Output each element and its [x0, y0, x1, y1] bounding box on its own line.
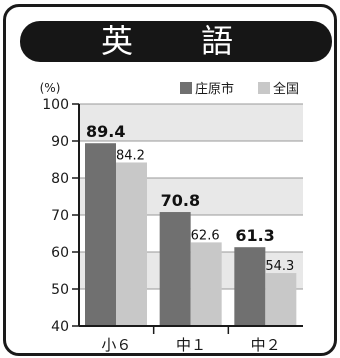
y-tick-label: 90	[51, 134, 69, 150]
data-label: 54.3	[265, 259, 294, 274]
data-label: 89.4	[86, 122, 125, 141]
x-tick-label: 中１	[176, 336, 206, 354]
data-label: 62.6	[191, 228, 220, 243]
data-label: 70.8	[161, 191, 200, 210]
legend-swatch	[180, 82, 192, 94]
labels: 40 50 60 70 80 90 100 (%) 89.4 84.2 小６ 70.8 62.6 中１ 61…	[40, 81, 299, 354]
data-label: 61.3	[235, 226, 274, 245]
legend: 庄原市 全国	[180, 81, 299, 97]
bar	[190, 242, 222, 326]
band	[79, 104, 303, 141]
bars	[85, 143, 297, 326]
y-tick-label: 100	[42, 97, 69, 113]
bar	[265, 273, 297, 326]
x-tick-label: 小６	[101, 336, 131, 354]
data-label: 84.2	[116, 148, 145, 163]
bar	[234, 247, 266, 326]
axes	[72, 103, 303, 334]
legend-label: 全国	[273, 81, 299, 97]
y-axis-unit: (%)	[40, 81, 61, 95]
x-tick-label: 中２	[251, 336, 281, 354]
bar	[116, 162, 147, 326]
y-tick-label: 50	[51, 282, 69, 298]
legend-swatch	[258, 82, 270, 94]
bar	[85, 143, 116, 326]
y-tick-label: 60	[51, 245, 69, 261]
y-tick-label: 70	[51, 208, 69, 224]
y-tick-label: 40	[51, 319, 69, 335]
chart-title: 英 語	[100, 22, 251, 60]
y-tick-label: 80	[51, 171, 69, 187]
title-bar: 英 語	[20, 21, 332, 62]
bar	[159, 212, 191, 326]
legend-label: 庄原市	[195, 81, 234, 97]
